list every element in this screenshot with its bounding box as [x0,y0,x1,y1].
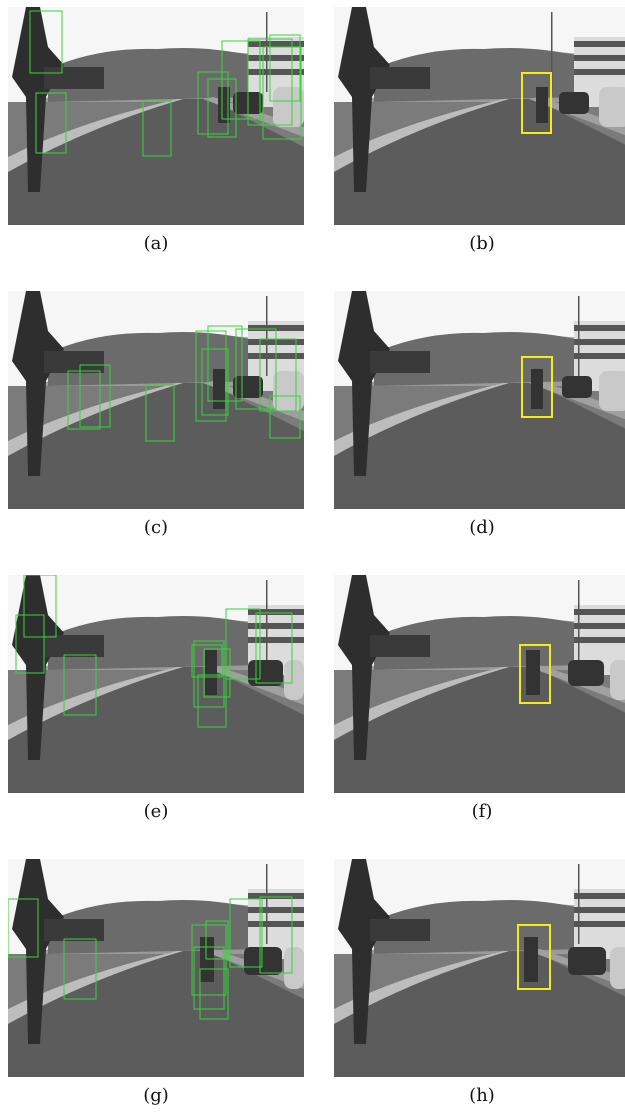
panel-d [334,291,625,509]
caption-g: (g) [143,1085,169,1106]
street-scene-image [8,291,304,509]
pedestrian-box [521,72,552,134]
panel-b [334,7,625,225]
candidate-boxes [15,575,293,728]
street-scene-image [8,7,304,225]
street-scene-image [334,575,625,793]
caption-e: (e) [143,801,169,822]
caption-f: (f) [471,801,493,822]
street-scene-image [334,291,625,509]
panel-e [8,575,304,793]
caption-c: (c) [143,517,169,538]
panel-f [334,575,625,793]
panel-a [8,7,304,225]
pedestrian-box [517,924,551,990]
street-scene-image [8,575,304,793]
pedestrian-box [521,356,553,418]
caption-h: (h) [469,1085,495,1106]
pedestrian-box [519,644,551,704]
candidate-boxes [67,325,301,442]
caption-b: (b) [469,233,495,254]
panel-c [8,291,304,509]
caption-d: (d) [469,517,495,538]
street-scene-image [8,859,304,1077]
street-scene-image [334,7,625,225]
caption-a: (a) [143,233,169,254]
street-scene-image [334,859,625,1077]
candidate-boxes [29,10,302,157]
candidate-boxes [8,896,293,1020]
panel-g [8,859,304,1077]
panel-h [334,859,625,1077]
